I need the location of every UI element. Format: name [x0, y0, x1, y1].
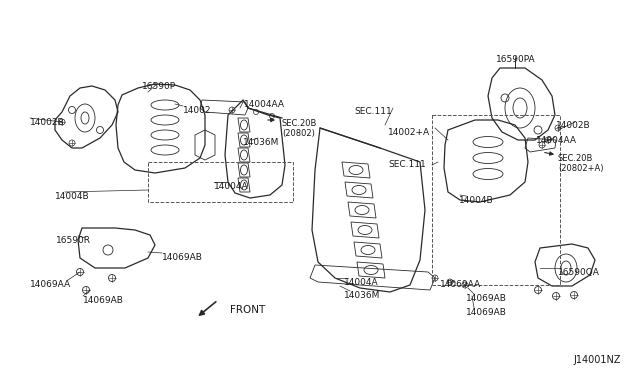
- Text: 14002B: 14002B: [30, 118, 65, 127]
- Text: (20802): (20802): [282, 129, 315, 138]
- Text: SEC.20B: SEC.20B: [558, 154, 593, 163]
- Text: SEC.111: SEC.111: [388, 160, 426, 169]
- Text: 16590QA: 16590QA: [558, 268, 600, 277]
- Text: (20802+A): (20802+A): [558, 164, 604, 173]
- Text: J14001NZ: J14001NZ: [573, 355, 621, 365]
- Text: FRONT: FRONT: [230, 305, 265, 315]
- Text: 14004B: 14004B: [55, 192, 90, 201]
- Text: 14069AB: 14069AB: [162, 253, 203, 262]
- Text: 16590PA: 16590PA: [496, 55, 536, 64]
- Text: 14004AA: 14004AA: [244, 100, 285, 109]
- Text: 14036M: 14036M: [243, 138, 280, 147]
- Text: 14069AA: 14069AA: [30, 280, 71, 289]
- Text: 14004A: 14004A: [344, 278, 379, 287]
- Text: 16590P: 16590P: [142, 82, 176, 91]
- Text: 14069AA: 14069AA: [440, 280, 481, 289]
- Text: SEC.20B: SEC.20B: [282, 119, 317, 128]
- Text: 14002+A: 14002+A: [388, 128, 430, 137]
- Bar: [148, 162, 293, 202]
- Text: 14069AB: 14069AB: [466, 294, 507, 303]
- Text: 14004B: 14004B: [459, 196, 493, 205]
- Bar: [432, 115, 560, 285]
- Text: 14004A: 14004A: [214, 182, 248, 191]
- Text: 14036M: 14036M: [344, 291, 380, 300]
- Text: 14002: 14002: [183, 106, 211, 115]
- Text: 14069AB: 14069AB: [83, 296, 124, 305]
- Text: 16590R: 16590R: [56, 236, 91, 245]
- Text: 14069AB: 14069AB: [466, 308, 507, 317]
- Text: 14004AA: 14004AA: [536, 136, 577, 145]
- Text: 14002B: 14002B: [556, 121, 591, 130]
- Text: SEC.111: SEC.111: [354, 107, 392, 116]
